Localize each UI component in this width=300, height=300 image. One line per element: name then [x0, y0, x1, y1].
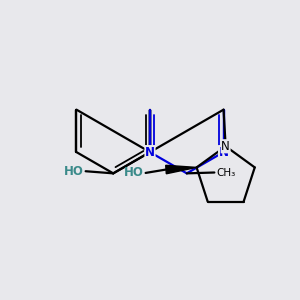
Text: CH₃: CH₃ [217, 167, 236, 178]
Polygon shape [166, 165, 197, 174]
Text: N: N [145, 146, 155, 159]
Text: N: N [218, 146, 229, 159]
Text: N: N [221, 140, 230, 153]
Text: HO: HO [64, 165, 83, 178]
Text: HO: HO [124, 167, 143, 179]
